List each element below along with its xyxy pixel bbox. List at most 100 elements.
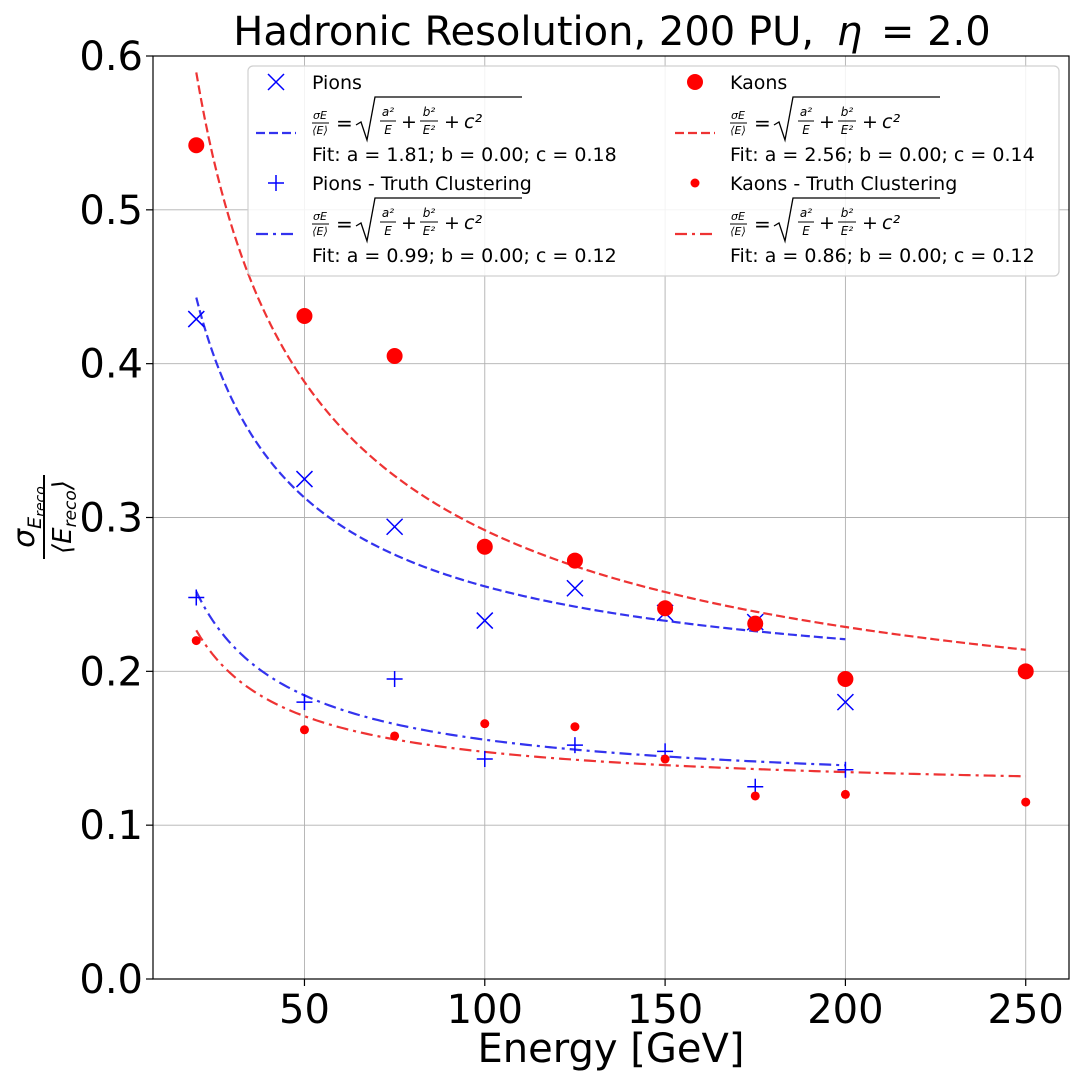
y-tick-label: 0.1 — [79, 803, 143, 849]
data-point-s0-0 — [187, 310, 205, 328]
svg-text:⟨E⟩: ⟨E⟩ — [312, 124, 328, 137]
y-tick-label: 0.3 — [79, 496, 143, 542]
data-point-s3-6 — [750, 791, 760, 801]
svg-text:=: = — [754, 111, 771, 135]
svg-text:⟨E⟩: ⟨E⟩ — [730, 124, 746, 137]
svg-text:E: E — [802, 224, 810, 238]
data-point-s3-0 — [191, 636, 201, 646]
chart-title-eta: η — [837, 9, 862, 55]
x-tick-label: 100 — [447, 987, 523, 1033]
y-tick-label: 0.4 — [79, 342, 143, 388]
svg-text:c²: c² — [882, 212, 900, 234]
legend-fit-label-2: Fit: a = 0.99; b = 0.00; c = 0.12 — [312, 245, 617, 267]
data-point-s1-8 — [1017, 663, 1034, 680]
data-point-s1-5 — [657, 600, 674, 617]
legend-marker-1 — [687, 74, 703, 90]
svg-text:⟨E⟩: ⟨E⟩ — [730, 225, 746, 238]
svg-text:E²: E² — [423, 123, 436, 137]
svg-text:a²: a² — [382, 105, 394, 119]
data-point-s1-4 — [566, 552, 583, 569]
svg-text:⟨E⟩: ⟨E⟩ — [312, 225, 328, 238]
y-axis-label-denominator: ⟨Ereco⟩ — [48, 480, 81, 554]
svg-text:E: E — [384, 123, 392, 137]
svg-text:E²: E² — [841, 224, 854, 238]
data-point-s3-5 — [660, 754, 670, 764]
svg-text:+: + — [819, 212, 835, 234]
svg-text:+: + — [401, 212, 417, 234]
data-point-s1-2 — [386, 347, 403, 364]
data-point-s1-0 — [188, 137, 205, 154]
y-axis-ticks: 0.0 0.1 0.2 0.3 0.4 0.5 0.6 — [79, 34, 153, 1003]
svg-text:σE: σE — [731, 210, 745, 223]
svg-text:b²: b² — [841, 206, 854, 220]
legend-label-0: Pions — [312, 72, 362, 94]
data-point-s0-1 — [295, 470, 313, 488]
svg-text:E: E — [802, 123, 810, 137]
y-axis-label: σEreco ⟨Ereco⟩ — [7, 475, 81, 559]
svg-text:+: + — [819, 111, 835, 133]
svg-text:=: = — [336, 111, 353, 135]
data-point-s2-3 — [476, 751, 493, 768]
svg-text:b²: b² — [423, 105, 436, 119]
x-tick-label: 150 — [627, 987, 703, 1033]
legend-box — [247, 65, 1060, 277]
data-point-s1-1 — [296, 307, 313, 324]
data-point-s3-7 — [840, 789, 850, 799]
x-tick-label: 50 — [279, 987, 330, 1033]
data-point-s0-4 — [566, 579, 584, 597]
svg-text:+: + — [862, 111, 878, 133]
svg-text:=: = — [336, 212, 353, 236]
x-axis-label: Energy [GeV] — [478, 1026, 745, 1072]
svg-text:c²: c² — [882, 111, 900, 133]
svg-text:a²: a² — [800, 206, 812, 220]
svg-text:E²: E² — [841, 123, 854, 137]
fit-curve-3 — [195, 629, 1026, 778]
svg-text:b²: b² — [423, 206, 436, 220]
fit-curve-1 — [195, 72, 1026, 651]
data-point-s3-8 — [1021, 797, 1031, 807]
data-point-s1-7 — [837, 671, 854, 688]
svg-text:+: + — [444, 212, 460, 234]
x-tick-label: 200 — [807, 987, 883, 1033]
x-tick-label: 250 — [988, 987, 1064, 1033]
data-point-s2-2 — [386, 671, 403, 688]
svg-text:c²: c² — [464, 111, 482, 133]
data-point-s1-3 — [476, 538, 493, 555]
legend-fit-label-3: Fit: a = 0.86; b = 0.00; c = 0.12 — [730, 245, 1035, 267]
data-point-s2-7 — [837, 761, 854, 778]
y-tick-label: 0.6 — [79, 34, 143, 80]
data-point-s0-3 — [476, 612, 494, 630]
svg-text:b²: b² — [841, 105, 854, 119]
svg-text:a²: a² — [800, 105, 812, 119]
y-tick-label: 0.0 — [79, 957, 143, 1003]
svg-text:E: E — [384, 224, 392, 238]
data-point-s2-4 — [566, 737, 583, 754]
chart-title-main: Hadronic Resolution, 200 PU, — [233, 9, 814, 55]
y-axis-label-numerator: σEreco — [7, 486, 49, 548]
y-tick-label: 0.5 — [79, 188, 143, 234]
legend-marker-2 — [268, 175, 284, 191]
svg-text:+: + — [444, 111, 460, 133]
svg-text:+: + — [401, 111, 417, 133]
svg-text:E²: E² — [423, 224, 436, 238]
legend-label-2: Pions - Truth Clustering — [312, 173, 532, 195]
svg-text:a²: a² — [382, 206, 394, 220]
svg-text:σE: σE — [313, 210, 327, 223]
legend-fit-label-0: Fit: a = 1.81; b = 0.00; c = 0.18 — [312, 144, 617, 166]
svg-text:=: = — [754, 212, 771, 236]
svg-text:σE: σE — [731, 109, 745, 122]
data-point-s3-3 — [480, 719, 490, 729]
data-point-s3-4 — [570, 722, 580, 732]
data-point-s2-0 — [188, 589, 205, 606]
svg-text:+: + — [862, 212, 878, 234]
legend-marker-0 — [267, 73, 285, 91]
chart-title-eta-value: = 2.0 — [881, 9, 991, 55]
data-point-s0-7 — [836, 693, 854, 711]
data-point-s0-2 — [386, 518, 404, 536]
